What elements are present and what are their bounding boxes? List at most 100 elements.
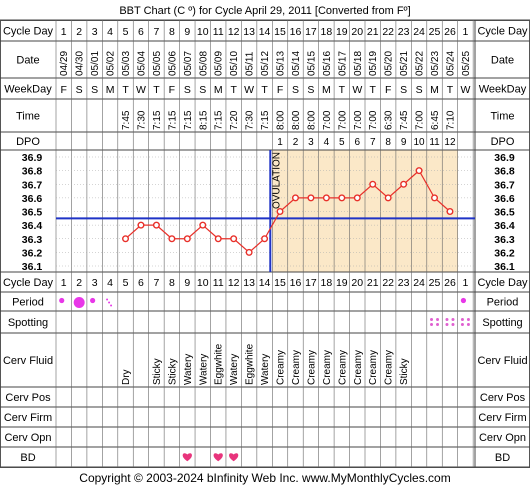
y-tick-label: 36.9 [22,152,43,164]
time-label: 7:15 [167,110,178,130]
row-label-left: Spotting [8,317,48,329]
temperature-point [415,167,423,175]
dpo-label: 3 [308,137,314,148]
weekday-label: F [61,84,67,96]
cycle-day-label: 3 [92,277,98,289]
temperature-point [230,235,238,243]
weekday-label: T [153,84,160,96]
cycle-day-label: 14 [259,26,271,38]
weekday-label: S [199,84,206,96]
row-label-right: WeekDay [479,84,527,96]
date-label: 05/25 [461,51,472,76]
spotting-dot [466,318,470,321]
weekday-label: W [460,84,470,96]
cycle-day-label: 3 [92,26,98,38]
row-label-left: Cycle Day [3,26,54,38]
spotting-dot [436,318,440,321]
time-label: 7:00 [353,110,364,130]
dpo-label: 11 [429,137,440,148]
row-label-right: Cerv Fluid [477,355,527,367]
y-tick-label: 36.1 [494,261,515,273]
row-label-left: Cerv Pos [5,392,51,404]
dpo-label: 8 [385,137,391,148]
weekday-label: S [91,84,98,96]
date-label: 04/30 [75,51,86,76]
temperature-point [245,248,253,256]
cerv-fluid-label: Creamy [306,350,317,385]
spotting-dot [451,323,455,326]
time-label: 7:15 [152,110,163,130]
cycle-day-label: 9 [184,277,190,289]
dpo-label: 9 [401,137,407,148]
date-label: 05/08 [198,51,209,76]
cycle-day-label: 15 [274,277,286,289]
temperature-point [431,194,439,202]
cerv-fluid-label: Watery [198,354,209,385]
cycle-day-label: 18 [321,277,333,289]
cerv-fluid-label: Eggwhite [245,343,256,385]
date-label: 05/11 [245,51,256,76]
weekday-label: T [447,84,454,96]
cycle-day-label: 13 [243,277,255,289]
row-label-right: Cycle Day [477,277,528,289]
weekday-label: F [277,84,283,96]
weekday-label: W [136,84,146,96]
cycle-day-label: 7 [154,26,160,38]
cycle-day-label: 23 [398,26,410,38]
time-label: 6:30 [384,110,395,130]
y-tick-label: 36.2 [494,247,515,259]
y-tick-label: 36.4 [494,220,515,232]
weekday-label: S [307,84,314,96]
date-label: 05/22 [415,51,426,76]
cerv-fluid-label: Creamy [322,350,333,385]
date-label: 05/13 [276,51,287,76]
cycle-day-label: 23 [398,277,410,289]
cerv-fluid-label: Watery [183,354,194,385]
y-tick-label: 36.3 [494,234,515,246]
cycle-day-label: 1 [61,277,67,289]
cerv-fluid-label: Creamy [291,350,302,385]
cycle-day-label: 18 [321,26,333,38]
cycle-day-label: 5 [123,277,129,289]
temperature-point [276,207,284,215]
cerv-fluid-label: Sticky [399,358,410,385]
date-label: 05/24 [445,51,456,76]
time-label: 8:15 [198,110,209,130]
copyright-footer: Copyright © 2003-2024 bInfinity Web Inc.… [79,471,450,485]
cycle-day-label: 12 [228,26,240,38]
time-label: 7:00 [337,110,348,130]
temperature-point [446,207,454,215]
bd-heart-icon [213,453,223,462]
cycle-day-label: 17 [305,277,317,289]
dpo-label: 12 [444,137,456,148]
date-label: 05/15 [306,51,317,76]
cycle-day-label: 1 [463,26,469,38]
period-dot [106,298,109,301]
row-label-right: Date [491,55,514,67]
cycle-day-label: 1 [463,277,469,289]
time-label: 7:30 [245,110,256,130]
y-tick-label: 36.4 [22,220,43,232]
row-label-right: Spotting [482,317,522,329]
spotting-dot [445,323,449,326]
row-label-right: Cerv Opn [479,432,526,444]
date-label: 05/01 [90,51,101,76]
date-label: 05/10 [229,51,240,76]
spotting-dot [445,318,449,321]
cycle-day-label: 11 [213,277,224,289]
cycle-day-label: 25 [429,26,441,38]
weekday-label: T [230,84,237,96]
temperature-point [291,194,299,202]
cycle-day-label: 25 [429,277,441,289]
temperature-point [214,235,222,243]
spotting-dot [460,323,464,326]
date-label: 05/20 [384,51,395,76]
spotting-dot [466,323,470,326]
cycle-day-label: 5 [123,26,129,38]
temperature-point [168,235,176,243]
temperature-point [400,180,408,188]
cycle-day-label: 8 [169,26,175,38]
cycle-day-label: 26 [444,26,456,38]
temperature-point [122,235,130,243]
